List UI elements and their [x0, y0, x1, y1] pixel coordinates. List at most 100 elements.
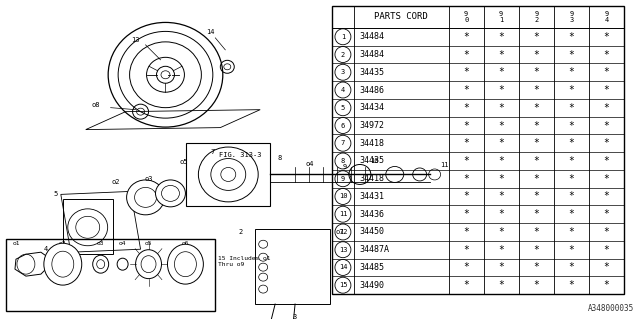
- Text: *: *: [568, 245, 574, 255]
- Text: *: *: [463, 67, 469, 77]
- Text: 34487A: 34487A: [360, 245, 390, 254]
- Text: 9
0: 9 0: [464, 11, 468, 23]
- Text: *: *: [604, 103, 609, 113]
- Text: 2: 2: [238, 229, 243, 235]
- Bar: [186, 142, 270, 206]
- Text: *: *: [568, 103, 574, 113]
- Text: A348000035: A348000035: [588, 304, 634, 313]
- Text: 5: 5: [54, 191, 58, 197]
- Text: *: *: [568, 32, 574, 42]
- Text: 3: 3: [293, 314, 297, 320]
- Text: *: *: [604, 85, 609, 95]
- Ellipse shape: [93, 255, 109, 273]
- Text: 9
2: 9 2: [534, 11, 538, 23]
- Text: *: *: [463, 209, 469, 219]
- Text: *: *: [604, 191, 609, 202]
- Text: *: *: [604, 67, 609, 77]
- Text: *: *: [499, 156, 504, 166]
- Text: 14: 14: [206, 29, 214, 35]
- Text: *: *: [533, 156, 540, 166]
- Text: *: *: [604, 156, 609, 166]
- Text: *: *: [463, 138, 469, 148]
- Text: *: *: [604, 50, 609, 60]
- Text: o2: o2: [59, 241, 67, 246]
- Text: o2: o2: [111, 180, 120, 185]
- Text: 9
3: 9 3: [570, 11, 573, 23]
- Text: *: *: [463, 227, 469, 237]
- Text: *: *: [499, 209, 504, 219]
- Text: *: *: [463, 121, 469, 131]
- Text: *: *: [533, 138, 540, 148]
- Text: 9: 9: [341, 176, 345, 182]
- Text: 14: 14: [339, 264, 347, 270]
- Text: *: *: [533, 50, 540, 60]
- Text: 34436: 34436: [360, 210, 385, 219]
- Text: 34486: 34486: [360, 85, 385, 94]
- Ellipse shape: [156, 180, 186, 207]
- Text: *: *: [499, 280, 504, 290]
- Text: *: *: [499, 174, 504, 184]
- Text: *: *: [568, 209, 574, 219]
- Text: *: *: [463, 156, 469, 166]
- Text: 10: 10: [339, 194, 347, 199]
- Text: *: *: [533, 103, 540, 113]
- Text: 11: 11: [440, 163, 449, 168]
- Text: *: *: [533, 227, 540, 237]
- Text: *: *: [499, 227, 504, 237]
- Text: *: *: [568, 50, 574, 60]
- Text: *: *: [499, 103, 504, 113]
- Text: *: *: [533, 209, 540, 219]
- Text: 2: 2: [341, 52, 345, 58]
- Text: *: *: [604, 245, 609, 255]
- Text: *: *: [463, 103, 469, 113]
- Bar: [6, 239, 215, 311]
- Text: *: *: [463, 245, 469, 255]
- Text: *: *: [463, 174, 469, 184]
- Text: 8: 8: [278, 155, 282, 161]
- Text: 9
1: 9 1: [499, 11, 503, 23]
- Text: *: *: [604, 174, 609, 184]
- Text: *: *: [604, 262, 609, 272]
- Text: *: *: [499, 50, 504, 60]
- Text: PARTS CORD: PARTS CORD: [374, 12, 428, 21]
- Text: *: *: [568, 227, 574, 237]
- Text: o6: o6: [182, 241, 189, 246]
- Text: o3: o3: [97, 241, 104, 246]
- Text: 7: 7: [341, 140, 345, 146]
- Text: *: *: [568, 280, 574, 290]
- Text: 34490: 34490: [360, 281, 385, 290]
- Text: 13: 13: [131, 37, 140, 43]
- Text: *: *: [533, 262, 540, 272]
- Text: *: *: [463, 262, 469, 272]
- Text: 7: 7: [210, 148, 214, 155]
- Ellipse shape: [168, 244, 204, 284]
- Text: o3: o3: [144, 176, 153, 182]
- Text: 8: 8: [341, 158, 345, 164]
- Text: 9
4: 9 4: [604, 11, 609, 23]
- Text: 13: 13: [339, 247, 347, 253]
- Text: o4: o4: [119, 241, 126, 246]
- Ellipse shape: [136, 250, 161, 279]
- Text: 6: 6: [341, 123, 345, 129]
- Text: *: *: [604, 32, 609, 42]
- Text: *: *: [568, 174, 574, 184]
- Text: *: *: [604, 138, 609, 148]
- Text: *: *: [499, 67, 504, 77]
- Text: 4: 4: [44, 246, 48, 252]
- Text: 34484: 34484: [360, 50, 385, 59]
- Text: 10: 10: [371, 158, 379, 164]
- Text: o1: o1: [12, 241, 20, 246]
- Text: 15 Includes o1
Thru o9: 15 Includes o1 Thru o9: [218, 256, 271, 267]
- Text: *: *: [463, 85, 469, 95]
- Text: o4: o4: [306, 162, 314, 167]
- Text: *: *: [499, 32, 504, 42]
- Text: *: *: [568, 262, 574, 272]
- Text: *: *: [568, 85, 574, 95]
- Text: *: *: [533, 121, 540, 131]
- Text: *: *: [463, 280, 469, 290]
- Text: 15: 15: [339, 282, 347, 288]
- Text: *: *: [604, 209, 609, 219]
- Text: FIG. 313-3: FIG. 313-3: [219, 151, 262, 157]
- Text: *: *: [533, 85, 540, 95]
- Text: *: *: [499, 262, 504, 272]
